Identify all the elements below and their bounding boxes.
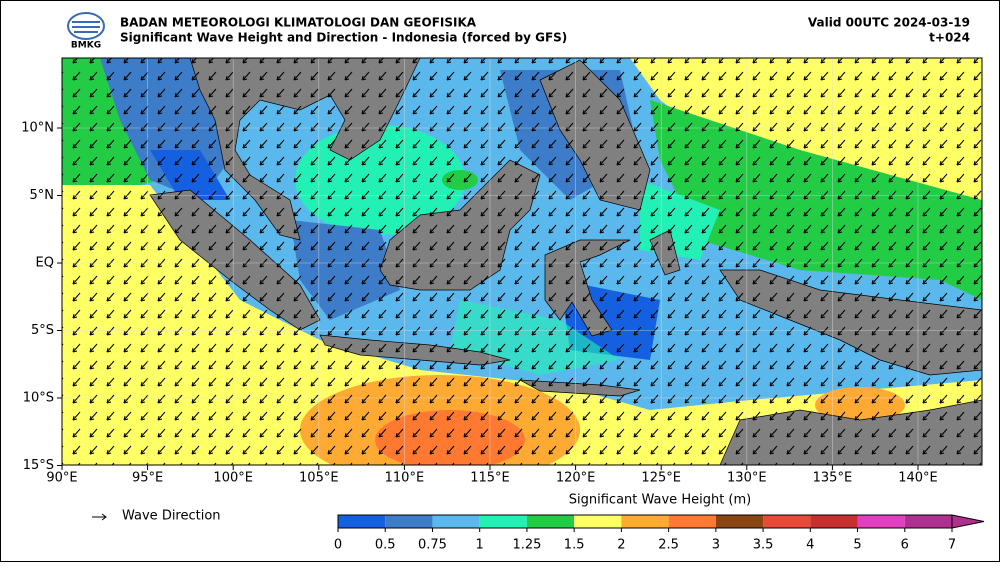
- valid-time: Valid 00UTC 2024-03-19: [808, 16, 970, 30]
- lat-label: 5°N: [30, 188, 55, 203]
- lat-label: 10°S: [23, 391, 54, 406]
- colorbar-segment: [857, 515, 905, 528]
- colorbar-label: 0.5: [375, 538, 396, 553]
- lon-label: 125°E: [641, 471, 681, 486]
- colorbar-segment: [574, 515, 622, 528]
- legend-label: Wave Direction: [122, 509, 221, 524]
- colorbar-segment: [810, 515, 858, 528]
- lon-label: 130°E: [727, 471, 767, 486]
- colorbar-label: 1: [476, 538, 484, 553]
- lat-label: 5°S: [31, 323, 54, 338]
- logo-text: BMKG: [71, 41, 101, 51]
- subtitle: Significant Wave Height and Direction - …: [120, 31, 567, 45]
- colorbar-label: 2: [617, 538, 625, 553]
- lon-label: 105°E: [299, 471, 339, 486]
- colorbar-segment: [904, 515, 952, 528]
- colorbar-label: 5: [853, 538, 861, 553]
- lat-label: 15°S: [23, 458, 54, 473]
- colorbar-label: 7: [948, 538, 956, 553]
- colorbar-label: 3.5: [753, 538, 774, 553]
- colorbar-segment: [668, 515, 716, 528]
- map-border: [61, 57, 983, 466]
- colorbar-label: 2.5: [658, 538, 679, 553]
- lon-label: 120°E: [556, 471, 596, 486]
- lat-label: EQ: [36, 256, 54, 271]
- colorbar-title: Significant Wave Height (m): [569, 493, 751, 508]
- colorbar-segment: [338, 515, 386, 528]
- map: [62, 58, 982, 465]
- colorbar-label: 0: [334, 538, 342, 553]
- colorbar-segment: [432, 515, 480, 528]
- lon-label: 100°E: [213, 471, 253, 486]
- arrow-legend: Wave Direction: [92, 509, 221, 524]
- colorbar-segment: [385, 515, 433, 528]
- colorbar-border: [337, 514, 953, 529]
- lon-label: 95°E: [132, 471, 163, 486]
- colorbar-label: 0.75: [418, 538, 447, 553]
- colorbar: 0 0.5 0.75 1 1.25 1.5 2 2.5 3 3.5 4 5 6 7: [334, 514, 985, 553]
- colorbar-label: 1.25: [512, 538, 541, 553]
- lon-label: 115°E: [470, 471, 510, 486]
- lead-time: t+024: [929, 31, 970, 45]
- lon-label: 135°E: [813, 471, 853, 486]
- lon-label: 110°E: [385, 471, 425, 486]
- title: BADAN METEOROLOGI KLIMATOLOGI DAN GEOFIS…: [120, 16, 477, 30]
- colorbar-label: 1.5: [564, 538, 585, 553]
- colorbar-label: 4: [806, 538, 814, 553]
- colorbar-segment: [479, 515, 527, 528]
- axes: 90°E 95°E 100°E 105°E 110°E 115°E 120°E 125°E 13…: [21, 121, 938, 486]
- colorbar-label: 6: [901, 538, 909, 553]
- logo: BMKG: [67, 12, 105, 51]
- colorbar-segment: [763, 515, 811, 528]
- colorbar-segment: [621, 515, 669, 528]
- lon-label: 140°E: [898, 471, 938, 486]
- lon-label: 90°E: [46, 471, 77, 486]
- colorbar-label: 3: [712, 538, 720, 553]
- colorbar-segment: [526, 515, 575, 528]
- grid: [62, 58, 982, 465]
- colorbar-segment: [715, 515, 764, 528]
- lat-label: 10°N: [21, 121, 54, 136]
